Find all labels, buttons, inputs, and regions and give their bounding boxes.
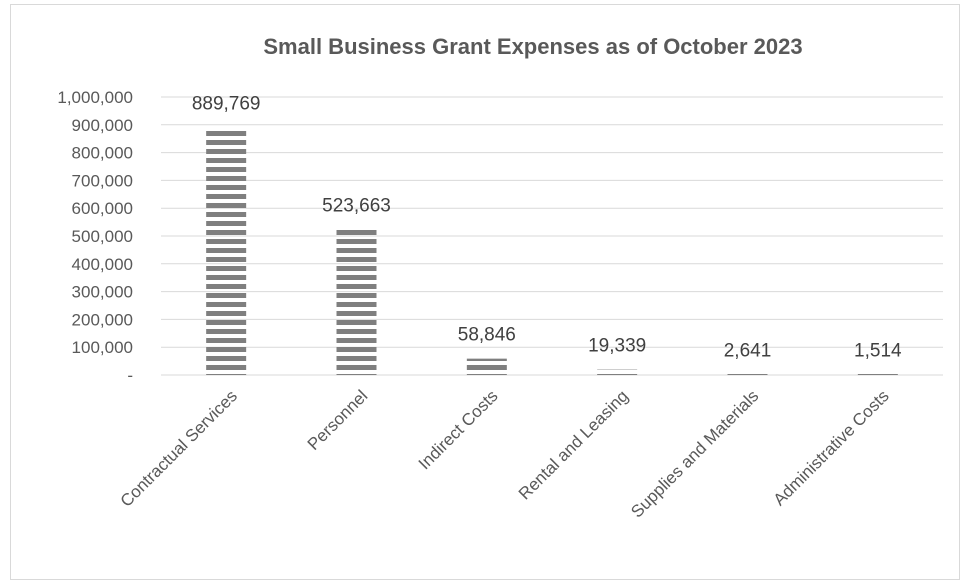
bars — [206, 127, 898, 375]
y-tick-label: 300,000 — [72, 283, 133, 302]
bar — [597, 369, 638, 375]
category-label: Personnel — [304, 386, 372, 454]
gridlines — [161, 96, 943, 376]
category-label: Rental and Leasing — [515, 386, 632, 503]
y-tick-label: 100,000 — [72, 338, 133, 357]
y-tick-label: 800,000 — [72, 144, 133, 163]
data-label: 19,339 — [588, 336, 646, 357]
category-label: Supplies and Materials — [627, 386, 762, 521]
data-label: 889,769 — [192, 94, 261, 115]
chart-title: Small Business Grant Expenses as of Octo… — [263, 34, 802, 59]
data-label: 1,514 — [854, 341, 902, 362]
category-label: Administrative Costs — [770, 386, 893, 509]
y-tick-label: 400,000 — [72, 255, 133, 274]
y-tick-label: 500,000 — [72, 227, 133, 246]
category-label: Contractual Services — [117, 386, 241, 510]
x-axis-category-labels: Contractual Services Personnel Indirect Co… — [117, 386, 893, 521]
data-label: 58,846 — [458, 325, 516, 346]
y-tick-label: 700,000 — [72, 171, 133, 190]
data-label: 523,663 — [322, 195, 391, 216]
data-labels: 889,769 523,663 58,846 19,339 2,641 1,514 — [192, 94, 902, 362]
data-label: 2,641 — [724, 340, 772, 361]
y-tick-label: 600,000 — [72, 199, 133, 218]
bar — [466, 358, 507, 375]
y-tick-label: 200,000 — [72, 310, 133, 329]
chart-frame: Small Business Grant Expenses as of Octo… — [10, 4, 960, 580]
bar — [727, 374, 768, 375]
y-tick-label: 1,000,000 — [57, 88, 133, 107]
bar — [857, 374, 898, 375]
bar — [206, 127, 247, 375]
category-label: Indirect Costs — [415, 386, 502, 473]
bar — [336, 229, 377, 375]
y-tick-label: 900,000 — [72, 116, 133, 135]
bar-chart: Small Business Grant Expenses as of Octo… — [57, 34, 943, 521]
y-tick-label: - — [127, 366, 133, 385]
y-axis-tick-labels: - 100,000 200,000 300,000 400,000 500,000 600,… — [57, 88, 133, 385]
